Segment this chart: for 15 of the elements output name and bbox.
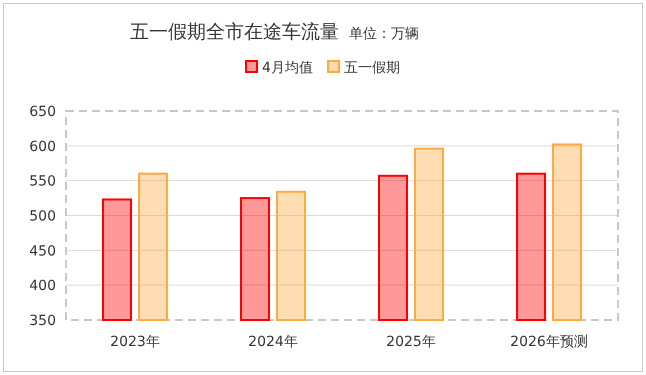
y-tick-label: 550 <box>29 174 56 190</box>
x-tick-label: 2023年 <box>110 334 160 350</box>
chart-subtitle: 单位：万辆 <box>349 26 419 42</box>
chart-title: 五一假期全市在途车流量 <box>130 21 339 43</box>
legend-label: 4月均值 <box>262 60 313 76</box>
x-tick-label: 2025年 <box>386 334 436 350</box>
y-tick-label: 650 <box>29 104 56 120</box>
y-tick-label: 350 <box>29 313 56 329</box>
y-tick-label: 600 <box>29 138 56 155</box>
legend-label: 五一假期 <box>344 60 400 76</box>
y-tick-label: 450 <box>29 243 56 260</box>
x-tick-label: 2026年预测 <box>510 334 588 350</box>
y-tick-label: 500 <box>29 208 56 224</box>
y-tick-label: 400 <box>29 278 56 294</box>
x-tick-label: 2024年 <box>248 334 298 350</box>
